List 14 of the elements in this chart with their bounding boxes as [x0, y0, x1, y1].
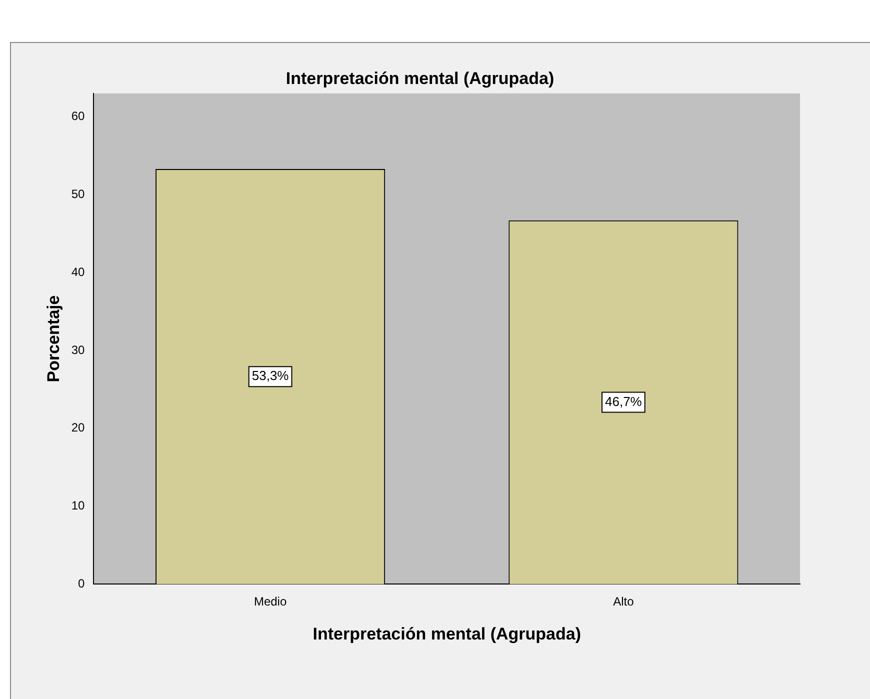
- x-tick-label: Alto: [613, 594, 634, 609]
- y-tick-label: 40: [71, 264, 86, 279]
- y-tick-label: 20: [71, 420, 86, 435]
- y-tick-label: 10: [71, 498, 86, 513]
- x-tick-label: Medio: [254, 594, 287, 609]
- y-tick-label: 50: [71, 186, 86, 201]
- y-tick-label: 0: [78, 576, 86, 591]
- data-label: 53,3%: [252, 368, 290, 384]
- x-axis-title: Interpretación mental (Agrupada): [312, 624, 582, 644]
- y-axis-title: Porcentaje: [44, 295, 63, 382]
- chart-title: Interpretación mental (Agrupada): [286, 68, 554, 88]
- y-tick-label: 30: [71, 342, 86, 357]
- y-tick-label: 60: [71, 109, 86, 124]
- data-label: 46,7%: [605, 394, 642, 409]
